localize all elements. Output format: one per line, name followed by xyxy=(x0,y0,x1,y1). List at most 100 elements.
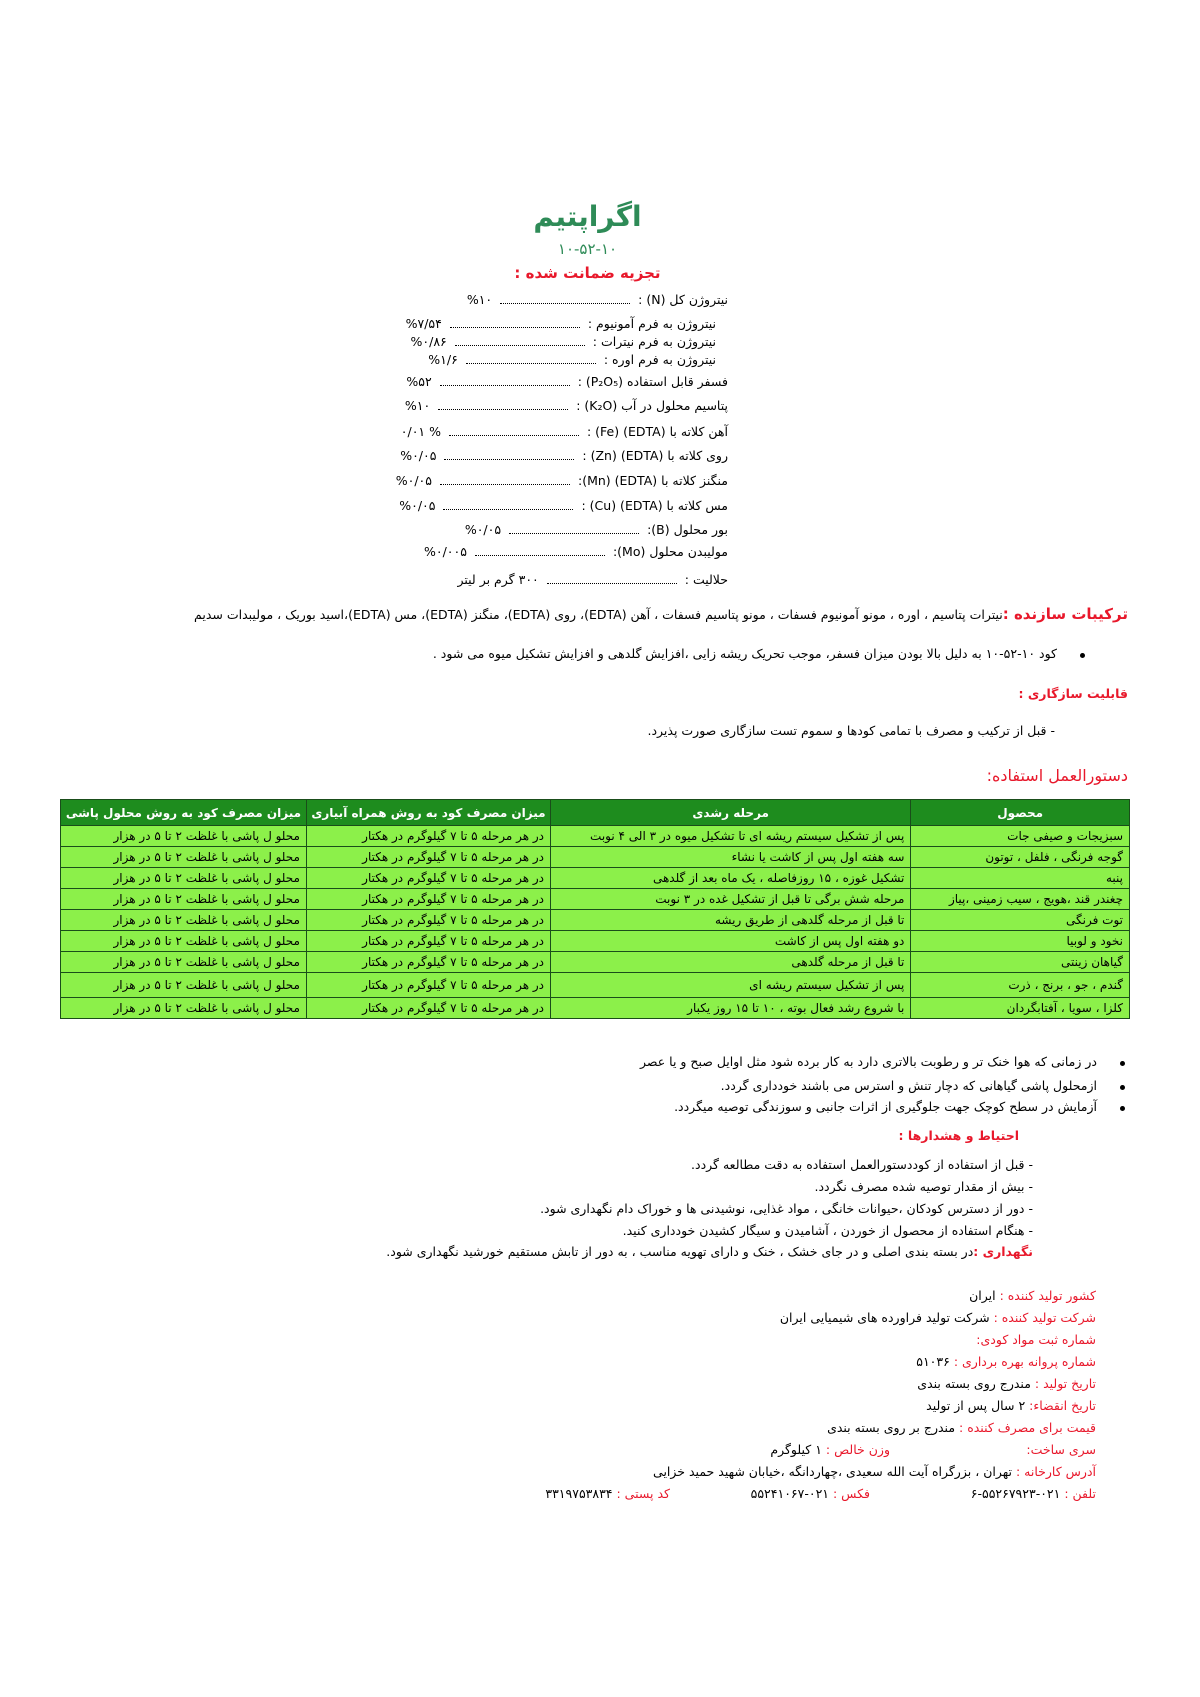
analysis-label: روی کلاته با (EDTA) (Zn) : xyxy=(582,448,728,463)
analysis-value: %۰/۸۶ xyxy=(410,334,447,349)
table-cell: در هر مرحله ۵ تا ۷ گیلوگرم در هکتار xyxy=(305,867,552,889)
leader xyxy=(465,355,596,364)
table-cell: پنبه xyxy=(910,867,1130,889)
analysis-value: %۷/۵۴ xyxy=(405,316,442,331)
table-cell: محلو ل پاشی با غلظت ۲ تا ۵ در هزار xyxy=(60,825,307,847)
analysis-row: حلالیت : ۳۰۰ گرم بر لیتر xyxy=(457,572,728,587)
leader xyxy=(500,295,631,304)
analysis-label: حلالیت : xyxy=(684,572,728,587)
table-cell: تشکیل غوزه ، ۱۵ روزفاصله ، یک ماه بعد از… xyxy=(549,867,912,889)
table-row: چغندر قند ،هویج ، سیب زمینی ،پیاز مرحله ش… xyxy=(60,888,1130,910)
info-label: تاریخ تولید : xyxy=(1034,1376,1096,1391)
analysis-label: فسفر قابل استفاده (P₂O₅) : xyxy=(577,374,728,389)
info-value: ۳۳۱۹۷۵۳۸۳۴ xyxy=(545,1486,613,1501)
analysis-label: آهن کلاته با (EDTA) (Fe) : xyxy=(586,424,728,439)
leader xyxy=(439,476,570,485)
table-cell: مرحله شش برگی تا قبل از تشکیل غده در ۳ ن… xyxy=(549,888,912,910)
analysis-row: مس کلاته با (EDTA) (Cu) : %۰/۰۵ xyxy=(399,498,728,513)
table-header: میزان مصرف کود به روش همراه آبیاری xyxy=(305,799,552,826)
info-label: فکس : xyxy=(833,1486,870,1501)
analysis-label: بور محلول (B): xyxy=(647,522,728,537)
usage-table: محصول مرحله رشدی میزان مصرف کود به روش همر… xyxy=(60,799,1130,1019)
info-value: ۰۲۱-۵۵۲۶۷۹۲۳-۶ xyxy=(970,1486,1061,1501)
leader xyxy=(448,427,579,436)
leader xyxy=(454,337,585,346)
table-header: محصول xyxy=(910,799,1130,826)
info-item: شرکت تولید کننده : شرکت تولید فراورده ها… xyxy=(780,1310,1096,1325)
table-row: پنبه تشکیل غوزه ، ۱۵ روزفاصله ، یک ماه بع… xyxy=(60,867,1130,889)
ingredients-label: ترکیبات سازنده : xyxy=(1002,605,1128,623)
analysis-row: پتاسیم محلول در آب (K₂O) : %۱۰ xyxy=(405,398,728,413)
subtitle: ۱۰-۵۲-۱۰ xyxy=(557,240,618,258)
analysis-row: روی کلاته با (EDTA) (Zn) : %۰/۰۵ xyxy=(400,448,728,463)
info-label: تلفن : xyxy=(1064,1486,1096,1501)
analysis-title: تجزیه ضمانت شده : xyxy=(514,264,661,282)
instructions-title: دستورالعمل استفاده: xyxy=(986,766,1128,785)
table-cell: سبزیجات و صیفی جات xyxy=(910,825,1130,847)
tip: ازمحلول پاشی گیاهانی که دچار تنش و استرس… xyxy=(720,1078,1126,1093)
leader xyxy=(444,451,575,460)
analysis-value: %۰/۰۵ xyxy=(399,498,436,513)
table-cell: محلو ل پاشی با غلظت ۲ تا ۵ در هزار xyxy=(60,972,307,998)
table-row: کلزا ، سویا ، آفتابگردان با شروع رشد فعال… xyxy=(60,997,1130,1019)
table-cell: تا قبل از مرحله گلدهی از طریق ریشه xyxy=(549,909,912,931)
warning: - هنگام استفاده از محصول از خوردن ، آشام… xyxy=(622,1223,1033,1238)
analysis-label: مس کلاته با (EDTA) (Cu) : xyxy=(581,498,728,513)
analysis-label: نیتروژن به فرم نیترات : xyxy=(592,334,716,349)
table-cell: در هر مرحله ۵ تا ۷ گیلوگرم در هکتار xyxy=(305,951,552,973)
table-cell: در هر مرحله ۵ تا ۷ گیلوگرم در هکتار xyxy=(305,846,552,868)
table-cell: در هر مرحله ۵ تا ۷ گیلوگرم در هکتار xyxy=(305,909,552,931)
info-label: تاریخ انقضاء: xyxy=(1029,1398,1096,1413)
table-header-row: محصول مرحله رشدی میزان مصرف کود به روش همر… xyxy=(60,799,1130,826)
info-item: شماره ثبت مواد کودی: xyxy=(976,1332,1096,1347)
table-cell: محلو ل پاشی با غلظت ۲ تا ۵ در هزار xyxy=(60,909,307,931)
table-row: گوجه فرنگی ، فلفل ، توتون سه هفته اول پس … xyxy=(60,846,1130,868)
compatibility-text: - قبل از ترکیب و مصرف با تمامی کودها و س… xyxy=(647,723,1055,738)
analysis-label: نیتروژن کل (N) : xyxy=(638,292,728,307)
info-item: تاریخ انقضاء: ۲ سال پس از تولید xyxy=(926,1398,1096,1413)
table-row: سبزیجات و صیفی جات پس از تشکیل سیستم ریشه… xyxy=(60,825,1130,847)
analysis-value: %۱۰ xyxy=(466,292,493,307)
analysis-row: آهن کلاته با (EDTA) (Fe) : % ۰/۰۱ xyxy=(401,424,728,439)
warning: - بیش از مقدار توصیه شده مصرف نگردد. xyxy=(814,1179,1034,1194)
info-value: شرکت تولید فراورده های شیمیایی ایران xyxy=(779,1310,990,1325)
analysis-row: بور محلول (B): %۰/۰۵ xyxy=(465,522,728,537)
analysis-value: %۰/۰۵ xyxy=(464,522,502,537)
analysis-value: % ۰/۰۱ xyxy=(400,424,441,439)
storage: نگهداری :در بسته بندی اصلی و در جای خشک … xyxy=(386,1244,1033,1259)
info-item: تلفن : ۰۲۱-۵۵۲۶۷۹۲۳-۶ xyxy=(971,1486,1096,1501)
benefit: کود ۱۰-۵۲-۱۰ به دلیل بالا بودن میزان فسف… xyxy=(432,646,1086,661)
info-item: شماره پروانه بهره برداری : ۵۱۰۳۶ xyxy=(916,1354,1096,1369)
analysis-value: %۱/۶ xyxy=(428,352,458,367)
analysis-value: %۵۲ xyxy=(406,374,432,389)
table-cell: چغندر قند ،هویج ، سیب زمینی ،پیاز xyxy=(910,888,1130,910)
warning: - دور از دسترس کودکان ،حیوانات خانگی ، م… xyxy=(540,1201,1033,1216)
table-row: نخود و لوبیا دو هفته اول پس از کاشت در هر … xyxy=(60,930,1130,952)
tip: آزمایش در سطح کوچک جهت جلوگیری از اثرات … xyxy=(674,1099,1125,1114)
table-cell: در هر مرحله ۵ تا ۷ گیلوگرم در هکتار xyxy=(305,825,552,847)
info-item: کد پستی : ۳۳۱۹۷۵۳۸۳۴ xyxy=(545,1486,670,1501)
analysis-label: نیتروژن به فرم اوره : xyxy=(603,352,716,367)
table-cell: تا قبل از مرحله گلدهی xyxy=(549,951,912,973)
table-cell: دو هفته اول پس از کاشت xyxy=(549,930,912,952)
leader xyxy=(443,501,574,510)
table-cell: محلو ل پاشی با غلظت ۲ تا ۵ در هزار xyxy=(60,846,307,868)
info-label: شماره پروانه بهره برداری : xyxy=(953,1354,1096,1369)
info-label: آدرس کارخانه : xyxy=(1015,1464,1096,1479)
info-value: تهران ، بزرگراه آیت الله سعیدی ،چهاردانگ… xyxy=(653,1464,1012,1479)
info-label: کشور تولید کننده : xyxy=(999,1288,1096,1303)
table-header: میزان مصرف کود به روش محلول پاشی xyxy=(60,799,307,826)
analysis-value: ۳۰۰ گرم بر لیتر xyxy=(457,572,539,587)
table-cell: کلزا ، سویا ، آفتابگردان xyxy=(910,997,1130,1019)
table-cell: محلو ل پاشی با غلظت ۲ تا ۵ در هزار xyxy=(60,997,307,1019)
info-value: ۰۲۱-۵۵۲۴۱۰۶۷ xyxy=(750,1486,830,1501)
info-item: وزن خالص : ۱ کیلوگرم xyxy=(770,1442,890,1457)
table-cell: گوجه فرنگی ، فلفل ، توتون xyxy=(910,846,1130,868)
analysis-value: %۰/۰۰۵ xyxy=(424,544,467,559)
table-row: گیاهان زینتی تا قبل از مرحله گلدهی در هر م… xyxy=(60,951,1130,973)
storage-text: در بسته بندی اصلی و در جای خشک ، خنک و د… xyxy=(386,1244,974,1259)
table-cell: سه هفته اول پس از کاشت یا نشاء xyxy=(549,846,912,868)
table-cell: در هر مرحله ۵ تا ۷ گیلوگرم در هکتار xyxy=(305,997,552,1019)
table-cell: محلو ل پاشی با غلظت ۲ تا ۵ در هزار xyxy=(60,951,307,973)
